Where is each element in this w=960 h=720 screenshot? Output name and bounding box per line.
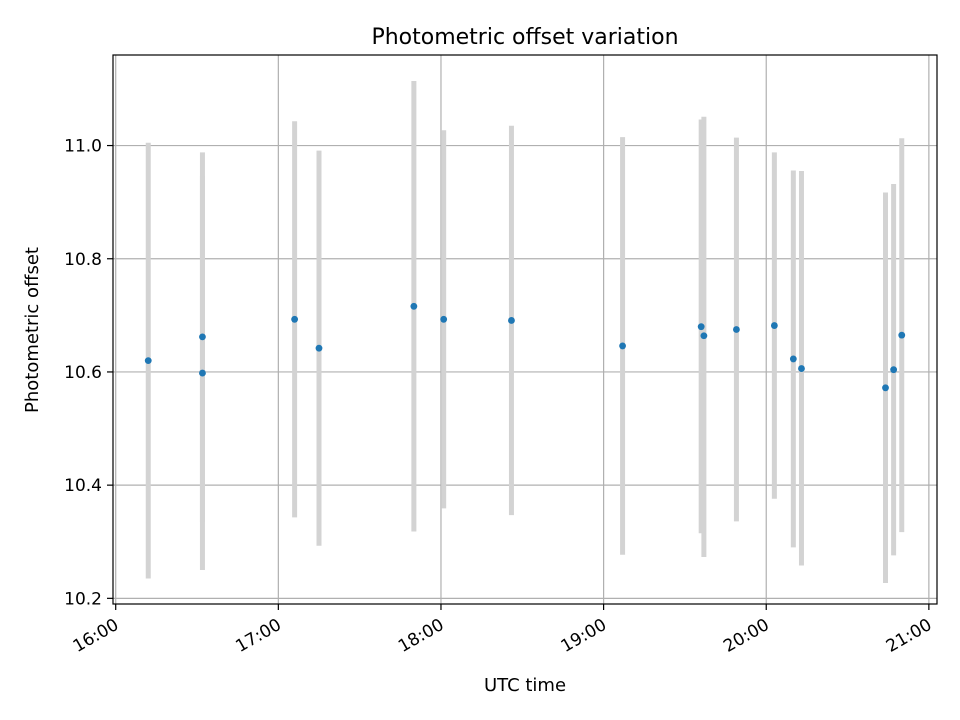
x-axis-label: UTC time [484, 675, 566, 696]
data-point [700, 332, 708, 340]
data-point [890, 366, 898, 374]
x-tick-label: 21:00 [883, 615, 935, 657]
chart-title: Photometric offset variation [371, 25, 678, 50]
data-points [144, 302, 906, 392]
x-tick-label: 18:00 [395, 615, 447, 657]
data-point [199, 333, 206, 341]
data-point [508, 317, 515, 324]
data-point [770, 322, 778, 329]
y-tick-label: 10.4 [64, 476, 102, 496]
data-point [733, 326, 740, 333]
data-point [440, 315, 448, 323]
data-point [882, 384, 889, 392]
data-point [697, 323, 705, 331]
y-tick-label: 10.6 [64, 363, 102, 383]
grid-lines [113, 55, 937, 604]
data-point [199, 369, 206, 377]
x-tick-label: 16:00 [70, 615, 122, 657]
plot-frame [112, 54, 938, 605]
y-axis-label: Photometric offset [22, 247, 43, 413]
y-axis-ticks: 10.2 10.4 10.6 10.8 11.0 [64, 137, 113, 609]
y-tick-label: 10.2 [64, 589, 102, 609]
data-point [291, 315, 299, 323]
x-tick-label: 19:00 [558, 615, 610, 657]
data-point [898, 331, 906, 339]
error-bars [145, 81, 905, 584]
data-point [315, 344, 323, 352]
x-axis-ticks: 16:00 17:00 18:00 19:00 20:00 21:00 [70, 604, 935, 657]
data-point [410, 302, 418, 310]
x-tick-label: 20:00 [720, 615, 772, 657]
data-point [619, 342, 626, 350]
data-point [789, 355, 797, 363]
y-tick-label: 10.8 [64, 250, 102, 270]
x-tick-label: 17:00 [232, 615, 284, 657]
y-tick-label: 11.0 [64, 137, 102, 157]
data-point [144, 357, 152, 365]
data-point [798, 365, 805, 372]
